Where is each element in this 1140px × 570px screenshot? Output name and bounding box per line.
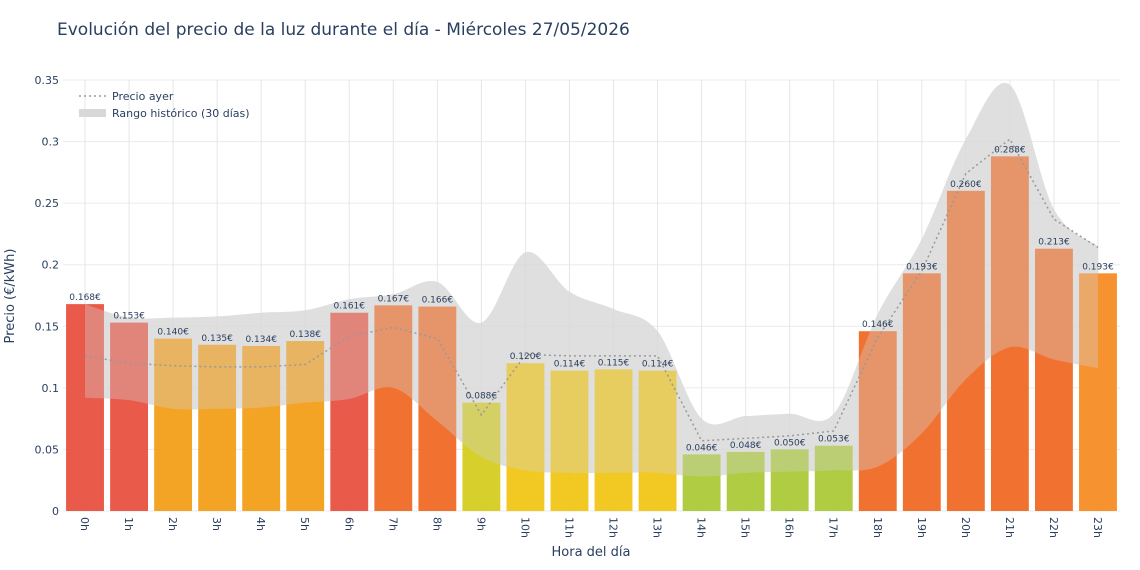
price-bar-17h[interactable] (814, 445, 853, 511)
legend: Precio ayer Rango histórico (30 días) (79, 90, 250, 120)
y-tick-label: 0.1 (42, 382, 60, 395)
bar-value-label: 0.120€ (510, 352, 542, 362)
legend-label-range: Rango histórico (30 días) (112, 107, 250, 120)
x-tick-label: 4h (254, 517, 267, 531)
price-bar-8h[interactable] (418, 306, 457, 511)
price-bar-20h[interactable] (946, 190, 985, 512)
price-bar-18h[interactable] (858, 331, 897, 511)
x-tick-label: 14h (695, 517, 708, 538)
bar-value-label: 0.048€ (730, 441, 762, 451)
bar-value-label: 0.140€ (157, 328, 189, 338)
chart-title: Evolución del precio de la luz durante e… (57, 20, 630, 40)
bar-value-label: 0.046€ (686, 443, 718, 453)
bar-value-label: 0.146€ (862, 320, 894, 330)
price-bar-1h[interactable] (110, 322, 149, 511)
bar-value-label: 0.193€ (1082, 262, 1114, 272)
x-tick-label: 1h (122, 517, 135, 531)
x-tick-label: 10h (518, 517, 531, 538)
bar-value-label: 0.053€ (818, 435, 850, 445)
bar-labels-layer: 0.168€ 0.153€ 0.140€ 0.135€ 0.134€ 0.138€ 0.16… (69, 145, 1114, 453)
price-bar-4h[interactable] (242, 345, 281, 511)
price-bar-11h[interactable] (550, 370, 589, 511)
bar-value-label: 0.115€ (598, 358, 630, 368)
price-bar-6h[interactable] (330, 312, 369, 511)
x-tick-label: 18h (871, 517, 884, 538)
price-bar-19h[interactable] (902, 273, 941, 511)
x-tick-label: 2h (166, 517, 179, 531)
bar-value-label: 0.134€ (245, 335, 277, 345)
y-tick-label: 0.2 (42, 259, 60, 272)
price-bar-2h[interactable] (154, 338, 193, 511)
bar-value-label: 0.167€ (378, 294, 410, 304)
bar-value-label: 0.050€ (774, 438, 806, 448)
x-tick-label: 21h (1003, 517, 1016, 538)
bar-value-label: 0.138€ (289, 330, 321, 340)
x-tick-label: 6h (342, 517, 355, 531)
price-bar-10h[interactable] (506, 363, 545, 511)
y-tick-label: 0.15 (35, 320, 60, 333)
bar-value-label: 0.088€ (466, 392, 498, 402)
bar-value-label: 0.260€ (950, 180, 982, 190)
bar-value-label: 0.193€ (906, 262, 938, 272)
price-bar-13h[interactable] (638, 370, 677, 511)
x-tick-label: 22h (1047, 517, 1060, 538)
x-tick-label: 9h (474, 517, 487, 531)
bar-value-label: 0.168€ (69, 293, 101, 303)
bars-layer (66, 82, 1117, 512)
y-tick-label: 0.3 (42, 136, 60, 149)
price-bar-0h[interactable] (66, 304, 104, 511)
price-bar-7h[interactable] (374, 305, 413, 511)
price-bar-12h[interactable] (594, 369, 633, 511)
x-tick-label: 20h (959, 517, 972, 538)
x-tick-label: 23h (1091, 517, 1104, 538)
bar-value-label: 0.114€ (554, 360, 586, 370)
bar-value-label: 0.153€ (113, 312, 145, 322)
bar-value-label: 0.213€ (1038, 238, 1070, 248)
y-axis-title: Precio (€/kWh) (3, 249, 18, 344)
price-bar-21h[interactable] (990, 156, 1029, 511)
y-tick-label: 0.35 (35, 74, 60, 87)
price-bar-15h[interactable] (726, 451, 765, 511)
x-tick-label: 13h (651, 517, 664, 538)
y-tick-label: 0.25 (35, 197, 60, 210)
price-bar-3h[interactable] (198, 344, 237, 511)
x-tick-label: 5h (298, 517, 311, 531)
bar-value-label: 0.161€ (334, 302, 366, 312)
historic-range-overlay (85, 82, 1098, 477)
x-tick-label: 3h (210, 517, 223, 531)
x-axis-title: Hora del día (552, 545, 631, 560)
x-tick-label: 19h (915, 517, 928, 538)
price-bar-16h[interactable] (770, 449, 809, 511)
y-tick-label: 0 (52, 505, 59, 518)
bar-value-label: 0.114€ (642, 360, 674, 370)
bar-value-label: 0.135€ (201, 334, 233, 344)
legend-swatch-range (79, 109, 106, 117)
price-bar-9h[interactable] (462, 402, 501, 511)
y-tick-label: 0.05 (35, 443, 60, 456)
bar-value-label: 0.166€ (422, 296, 454, 306)
bar-value-label: 0.288€ (994, 145, 1026, 155)
x-tick-label: 0h (78, 517, 91, 531)
axis-layer: 0 0.05 0.1 0.15 0.2 0.25 0.3 0.35 0h 1h 2h 3h 4h 5h 6h… (35, 74, 1104, 538)
price-bar-23h[interactable] (1079, 273, 1117, 511)
x-tick-label: 8h (430, 517, 443, 531)
x-tick-label: 12h (607, 517, 620, 538)
x-tick-label: 17h (827, 517, 840, 538)
legend-label-yesterday: Precio ayer (112, 90, 174, 103)
x-tick-label: 16h (783, 517, 796, 538)
x-tick-label: 15h (739, 517, 752, 538)
price-bar-5h[interactable] (286, 341, 325, 511)
x-tick-label: 11h (562, 517, 575, 538)
price-bar-14h[interactable] (682, 454, 721, 511)
x-tick-label: 7h (386, 517, 399, 531)
price-bar-22h[interactable] (1034, 248, 1073, 511)
